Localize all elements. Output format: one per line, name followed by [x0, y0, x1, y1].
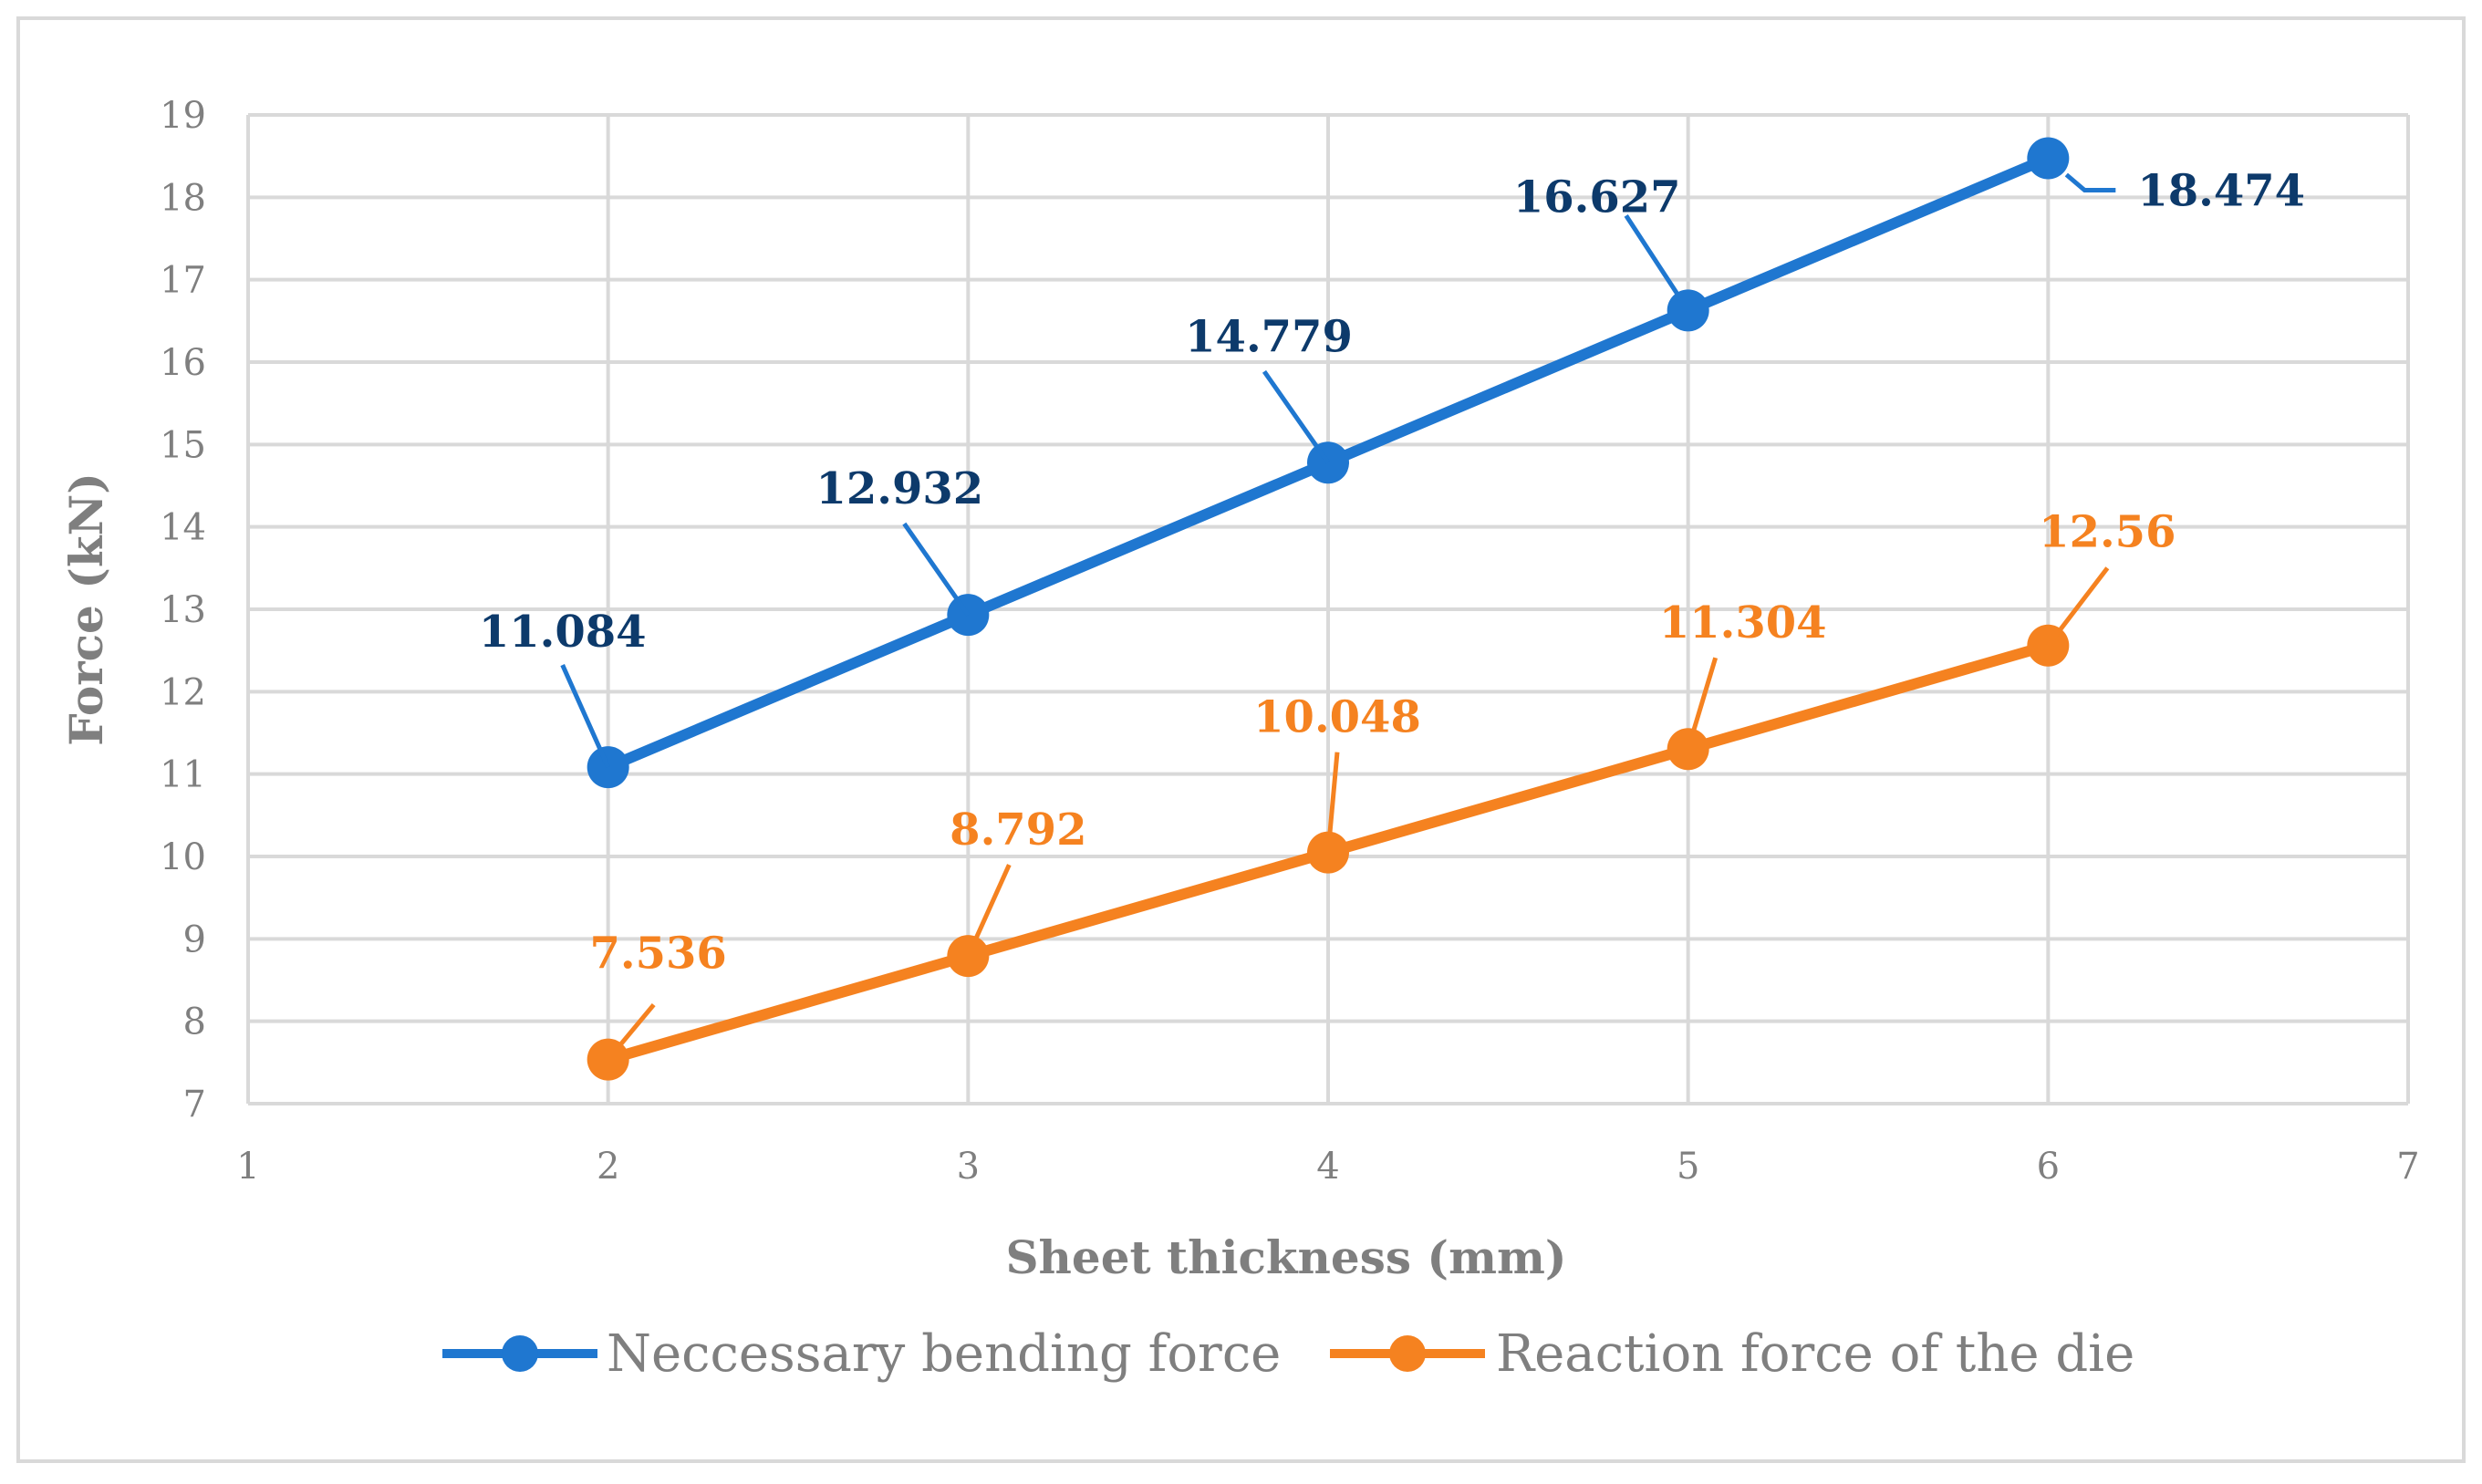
leader-line	[2046, 566, 2110, 648]
data-label: 7.536	[590, 929, 727, 980]
y-tick-label: 14	[160, 507, 206, 549]
x-tick-label: 2	[597, 1146, 619, 1188]
legend-marker-reaction-force	[1389, 1335, 1426, 1372]
y-tick-label: 13	[160, 589, 206, 631]
y-tick-label: 10	[160, 836, 206, 878]
data-label: 14.779	[1185, 311, 1353, 362]
leader-line	[966, 864, 1012, 958]
data-label: 11.304	[1659, 597, 1827, 649]
leader-line	[1262, 369, 1331, 464]
y-tick-label: 19	[160, 95, 206, 137]
data-label: 8.792	[950, 804, 1086, 856]
data-label: 10.048	[1253, 692, 1421, 743]
legend-marker-bending-force	[502, 1335, 538, 1372]
y-tick-label: 12	[160, 671, 206, 713]
leader-line	[902, 522, 971, 617]
data-label: 12.56	[2039, 507, 2176, 558]
y-tick-label: 18	[160, 177, 206, 219]
leader-line	[2064, 172, 2116, 193]
legend-item-bending-force[interactable]: Neccessary bending force	[442, 1324, 1281, 1384]
leader-line	[606, 1002, 656, 1062]
data-label: 12.932	[815, 463, 983, 514]
legend-label-bending-force: Neccessary bending force	[607, 1324, 1281, 1384]
data-labels: 11.084 12.932 14.779 16.627 18.474 7.536 8.792…	[479, 166, 2305, 1062]
x-tick-label: 4	[1316, 1146, 1339, 1188]
x-tick-label: 1	[236, 1146, 259, 1188]
y-tick-label: 11	[160, 754, 206, 796]
leader-line	[1686, 657, 1719, 750]
chart-border	[16, 16, 2466, 1463]
x-tick-label: 7	[2396, 1146, 2419, 1188]
y-tick-label: 8	[183, 1001, 206, 1043]
y-tick-label: 15	[160, 424, 206, 466]
y-tick-label: 17	[160, 260, 206, 302]
x-tick-label: 6	[2037, 1146, 2060, 1188]
x-axis-title: Sheet thickness (mm)	[1005, 1230, 1566, 1284]
x-tick-label: 3	[957, 1146, 980, 1188]
y-axis-title: Force (kN)	[59, 472, 113, 746]
legend: Neccessary bending force Reaction force …	[442, 1324, 2134, 1384]
legend-label-reaction-force: Reaction force of the die	[1496, 1324, 2134, 1384]
data-point-0-4	[2027, 137, 2070, 180]
data-label: 11.084	[479, 607, 647, 658]
legend-item-reaction-force[interactable]: Reaction force of the die	[1330, 1324, 2134, 1384]
y-tick-label: 9	[183, 918, 206, 960]
data-label: 16.627	[1513, 171, 1681, 223]
x-tick-label: 5	[1677, 1146, 1699, 1188]
leader-line	[1624, 213, 1690, 312]
data-label: 18.474	[2137, 166, 2305, 217]
leader-line	[560, 664, 610, 769]
y-tick-label: 16	[160, 342, 206, 384]
leader-line	[1325, 752, 1340, 853]
y-tick-label: 7	[183, 1084, 206, 1126]
